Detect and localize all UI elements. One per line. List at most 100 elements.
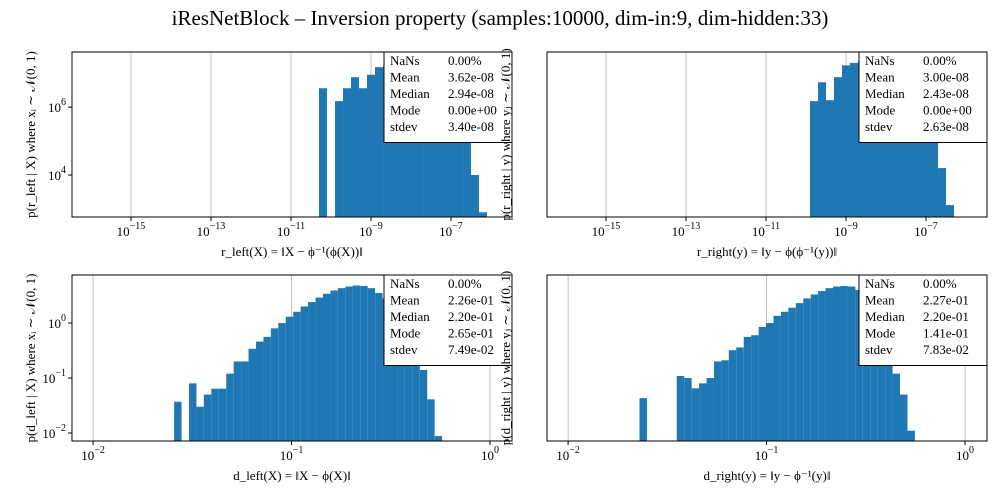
x-tick-label: 10−11 [752, 221, 780, 239]
histogram-bar [721, 360, 729, 441]
histogram-bar [300, 306, 309, 441]
stats-box [858, 51, 988, 143]
stats-value: 2.63e-08 [923, 119, 969, 134]
plot-area [639, 286, 915, 441]
histogram-bar [248, 348, 256, 441]
stats-label: stdev [865, 342, 893, 357]
histogram-bar [412, 348, 420, 441]
stats-label: Mode [390, 102, 421, 117]
histogram-bar [751, 335, 759, 441]
y-axis-label: p(d_left | X) where xᵢ ∼ 𝒩(0, 1) [23, 274, 38, 443]
x-tick-label: 10−9 [359, 221, 383, 239]
histogram-bar [293, 311, 301, 441]
histogram-bar [728, 350, 737, 441]
histogram-bar [345, 286, 353, 441]
figure-title: iResNetBlock – Inversion property (sampl… [172, 6, 829, 30]
stats-value: 3.62e-08 [448, 69, 494, 84]
histogram-bar [766, 323, 774, 441]
stats-value: 2.43e-08 [923, 86, 969, 101]
stats-box [858, 274, 988, 366]
histogram-bar [905, 93, 914, 217]
histogram-bar [455, 127, 464, 217]
stats-label: Mean [865, 69, 895, 84]
histogram-bar [438, 107, 447, 217]
x-axis-label: d_right(y) = ‖y − ϕ⁻¹(y)‖ [704, 468, 831, 483]
histogram-bar [841, 65, 851, 217]
histogram-bar [358, 88, 367, 217]
histogram-bar [203, 394, 212, 441]
histogram-bar [315, 297, 324, 441]
histogram-bar [463, 141, 471, 217]
histogram-bar [366, 74, 376, 217]
histogram-bar [270, 328, 279, 441]
stats-label: NaNs [390, 276, 420, 291]
histogram-bar [833, 286, 841, 441]
histogram-bar [470, 175, 479, 217]
histogram-bar [427, 399, 435, 441]
stats-label: Median [390, 309, 430, 324]
stats-label: Mean [865, 292, 895, 307]
histogram-bar [406, 74, 416, 217]
stats-label: NaNs [865, 276, 895, 291]
histogram-bar [218, 388, 227, 441]
stats-label: Mode [390, 325, 421, 340]
histogram-bar [736, 347, 744, 441]
histogram-bar [375, 293, 383, 441]
stats-label: Median [390, 86, 430, 101]
x-axis-label: r_right(y) = ‖y − ϕ(ϕ⁻¹(y))‖ [697, 244, 837, 259]
histogram-bar [818, 291, 826, 441]
histogram-bar [226, 373, 234, 441]
stats-value: 2.20e-01 [923, 309, 969, 324]
histogram-bar [713, 361, 722, 441]
histogram-bar [921, 124, 931, 217]
stats-label: stdev [865, 119, 893, 134]
histogram-bar [318, 88, 327, 217]
x-tick-label: 10−2 [81, 445, 105, 463]
histogram-bar [810, 294, 819, 441]
histogram-bar [352, 285, 361, 441]
histogram-bar [446, 117, 456, 217]
x-axis-label: r_left(X) = ‖X − ϕ⁻¹(ϕ(X))‖ [221, 244, 363, 259]
stats-label: Median [865, 86, 905, 101]
histogram-bar [404, 328, 413, 441]
histogram-bar [375, 67, 384, 217]
stats-value: 0.00e+00 [448, 102, 497, 117]
histogram-bar [308, 302, 316, 441]
histogram-bar [398, 70, 407, 217]
stats-label: stdev [390, 342, 418, 357]
histogram-bar [360, 286, 368, 441]
stats-label: Mean [390, 69, 420, 84]
plot-area [174, 285, 443, 441]
x-tick-label: 10−13 [197, 221, 226, 239]
histogram-bar [699, 383, 707, 441]
histogram-bar [870, 313, 878, 441]
stats-value: 3.00e-08 [923, 69, 969, 84]
y-tick-label: 10−1 [42, 368, 66, 386]
histogram-bar [890, 74, 899, 217]
histogram-bar [241, 361, 249, 441]
histogram-bar [788, 307, 796, 441]
stats-label: Mode [865, 102, 896, 117]
x-tick-label: 10−1 [280, 445, 304, 463]
x-tick-label: 10−7 [439, 221, 463, 239]
histogram-bar [850, 62, 859, 217]
stats-value: 0.00% [923, 276, 957, 291]
x-tick-label: 100 [956, 445, 974, 463]
histogram-bar [840, 286, 848, 441]
histogram-bar [900, 394, 908, 441]
stats-value: 0.00% [923, 53, 957, 68]
histogram-bar [233, 361, 242, 441]
histogram-bar [691, 388, 700, 441]
histogram-bar [825, 288, 834, 441]
y-tick-label: 10−2 [42, 423, 66, 441]
histogram-bar [423, 88, 431, 217]
histogram-bar [382, 298, 390, 441]
stats-value: 2.65e-01 [448, 325, 494, 340]
stats-value: 2.20e-01 [448, 309, 494, 324]
stats-label: stdev [390, 119, 418, 134]
histogram-bar [389, 306, 398, 441]
histogram-bar [795, 303, 804, 441]
histogram-bar [825, 100, 834, 217]
histogram-bar [350, 77, 359, 217]
